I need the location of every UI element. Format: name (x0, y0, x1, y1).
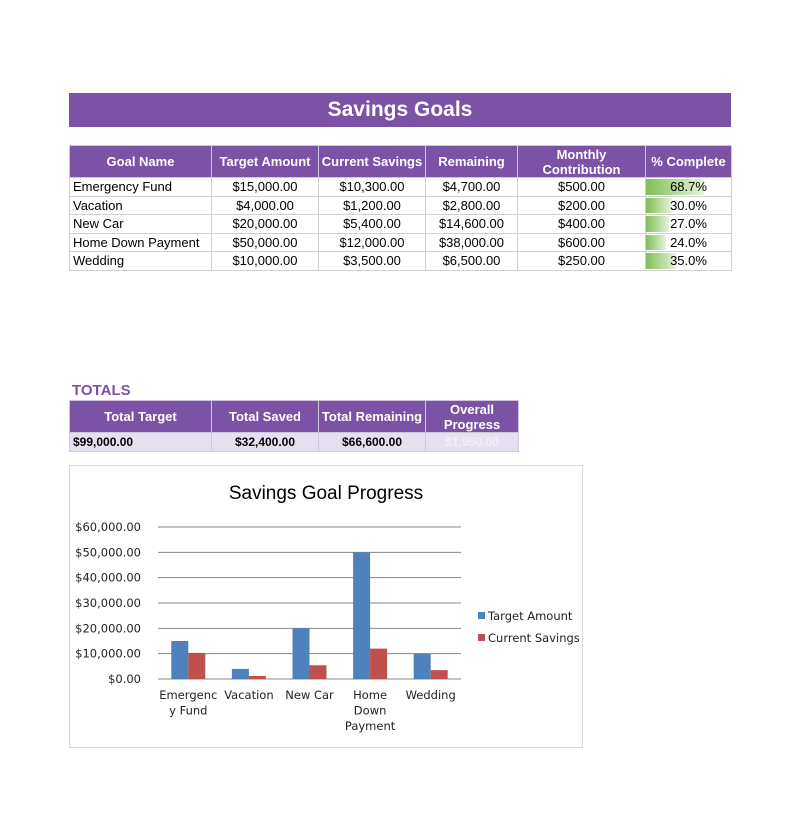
bar-current-savings (248, 675, 266, 679)
total-saved-cell[interactable]: $32,400.00 (211, 432, 319, 452)
progress-data-bar (646, 197, 672, 213)
total-target-cell[interactable]: $99,000.00 (69, 432, 212, 452)
bar-target-amount (171, 641, 189, 679)
bar-target-amount (413, 653, 431, 679)
percent-complete-cell[interactable]: 24.0% (645, 232, 732, 252)
target-amount-cell[interactable]: $10,000.00 (211, 251, 319, 271)
remaining-cell[interactable]: $4,700.00 (425, 177, 518, 197)
remaining-cell[interactable]: $38,000.00 (425, 232, 518, 252)
legend-label: Target Amount (487, 609, 573, 623)
x-category-label: Home Down Payment (345, 688, 396, 733)
x-category-label: New Car (285, 688, 334, 702)
goal-name-cell[interactable]: Wedding (69, 251, 212, 271)
target-amount-cell[interactable]: $4,000.00 (211, 195, 319, 215)
chart-title: Savings Goal Progress (229, 483, 423, 504)
table-row: New Car $20,000.00 $5,400.00 $14,600.00 … (69, 214, 732, 234)
savings-goals-table: Goal Name Target Amount Current Savings … (69, 145, 732, 271)
y-tick-label: $20,000.00 (75, 621, 141, 635)
chart-canvas: Savings Goal Progress $0.00 $10,000.00 $20… (75, 483, 580, 733)
totals-row: $99,000.00 $32,400.00 $66,600.00 $1,950.… (69, 432, 519, 452)
percent-complete-value: 68.7% (670, 179, 707, 195)
table-row: Wedding $10,000.00 $3,500.00 $6,500.00 $… (69, 251, 732, 271)
goal-name-cell[interactable]: Home Down Payment (69, 232, 212, 252)
column-header-percent-complete[interactable]: % Complete (645, 145, 732, 178)
y-tick-label: $50,000.00 (75, 545, 141, 559)
current-savings-cell[interactable]: $12,000.00 (318, 232, 426, 252)
goal-name-cell[interactable]: Emergency Fund (69, 177, 212, 197)
y-tick-label: $60,000.00 (75, 520, 141, 534)
current-savings-cell[interactable]: $1,200.00 (318, 195, 426, 215)
y-tick-label: $0.00 (108, 672, 141, 686)
percent-complete-value: 35.0% (670, 253, 707, 269)
column-header-total-target[interactable]: Total Target (69, 400, 212, 433)
x-category-label: Emergenc y Fund (159, 688, 217, 718)
monthly-contribution-cell[interactable]: $200.00 (517, 195, 646, 215)
table-row: Home Down Payment $50,000.00 $12,000.00 … (69, 232, 732, 252)
target-amount-cell[interactable]: $20,000.00 (211, 214, 319, 234)
column-header-monthly-contribution[interactable]: Monthly Contribution (517, 145, 646, 178)
column-header-total-remaining[interactable]: Total Remaining (318, 400, 426, 433)
totals-header-row: Total Target Total Saved Total Remaining… (69, 400, 519, 433)
y-tick-label: $40,000.00 (75, 571, 141, 585)
current-savings-cell[interactable]: $5,400.00 (318, 214, 426, 234)
bar-target-amount (353, 552, 371, 679)
remaining-cell[interactable]: $14,600.00 (425, 214, 518, 234)
total-remaining-cell[interactable]: $66,600.00 (318, 432, 426, 452)
target-amount-cell[interactable]: $15,000.00 (211, 177, 319, 197)
bar-current-savings (309, 665, 327, 679)
column-header-overall-progress[interactable]: Overall Progress (425, 400, 519, 433)
target-amount-cell[interactable]: $50,000.00 (211, 232, 319, 252)
progress-data-bar (646, 216, 669, 232)
page-title: Savings Goals (69, 93, 731, 127)
bar-current-savings (370, 648, 388, 679)
x-category-label: Vacation (224, 688, 273, 702)
monthly-contribution-cell[interactable]: $600.00 (517, 232, 646, 252)
column-header-goal-name[interactable]: Goal Name (69, 145, 212, 178)
current-savings-cell[interactable]: $10,300.00 (318, 177, 426, 197)
x-category-label: Wedding (406, 688, 456, 702)
percent-complete-cell[interactable]: 30.0% (645, 195, 732, 215)
table-header-row: Goal Name Target Amount Current Savings … (69, 145, 732, 178)
overall-progress-cell[interactable]: $1,950.00 (425, 432, 519, 452)
percent-complete-cell[interactable]: 27.0% (645, 214, 732, 234)
column-header-target-amount[interactable]: Target Amount (211, 145, 319, 178)
bar-target-amount (231, 668, 249, 679)
savings-goal-progress-chart[interactable]: Savings Goal Progress $0.00 $10,000.00 $20… (69, 465, 583, 748)
current-savings-cell[interactable]: $3,500.00 (318, 251, 426, 271)
table-row: Emergency Fund $15,000.00 $10,300.00 $4,… (69, 177, 732, 197)
table-row: Vacation $4,000.00 $1,200.00 $2,800.00 $… (69, 195, 732, 215)
legend-label: Current Savings (488, 631, 580, 645)
percent-complete-cell[interactable]: 68.7% (645, 177, 732, 197)
monthly-contribution-cell[interactable]: $400.00 (517, 214, 646, 234)
column-header-current-savings[interactable]: Current Savings (318, 145, 426, 178)
y-tick-label: $30,000.00 (75, 596, 141, 610)
column-header-remaining[interactable]: Remaining (425, 145, 518, 178)
percent-complete-cell[interactable]: 35.0% (645, 251, 732, 271)
percent-complete-value: 27.0% (670, 216, 707, 232)
percent-complete-value: 24.0% (670, 234, 707, 250)
column-header-total-saved[interactable]: Total Saved (211, 400, 319, 433)
y-tick-label: $10,000.00 (75, 647, 141, 661)
monthly-contribution-cell[interactable]: $500.00 (517, 177, 646, 197)
remaining-cell[interactable]: $2,800.00 (425, 195, 518, 215)
bar-target-amount (292, 628, 310, 679)
goal-name-cell[interactable]: New Car (69, 214, 212, 234)
goal-name-cell[interactable]: Vacation (69, 195, 212, 215)
bar-current-savings (188, 652, 206, 679)
remaining-cell[interactable]: $6,500.00 (425, 251, 518, 271)
monthly-contribution-cell[interactable]: $250.00 (517, 251, 646, 271)
legend-swatch (478, 612, 485, 619)
progress-data-bar (646, 179, 705, 195)
totals-table: Total Target Total Saved Total Remaining… (69, 400, 519, 452)
progress-data-bar (646, 253, 676, 269)
progress-data-bar (646, 234, 667, 250)
bar-current-savings (430, 670, 448, 679)
legend-swatch (478, 634, 485, 641)
totals-section-label: TOTALS (72, 382, 131, 399)
percent-complete-value: 30.0% (670, 197, 707, 213)
